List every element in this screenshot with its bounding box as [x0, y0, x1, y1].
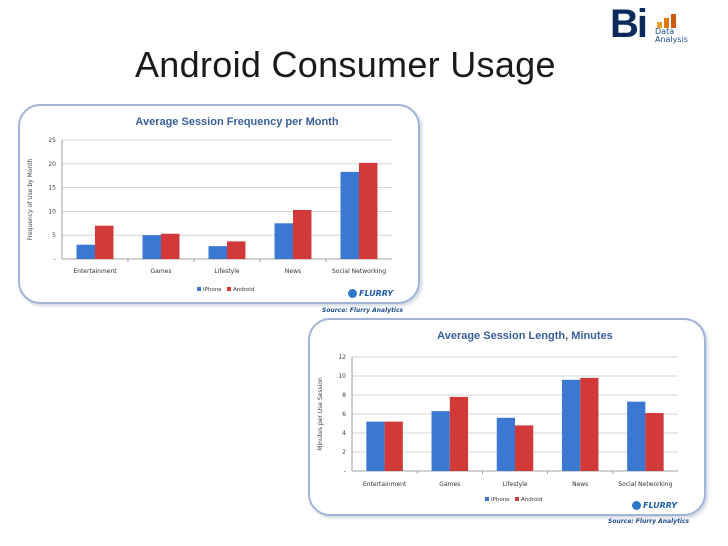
legend-label: Android: [521, 497, 542, 503]
y-tick-label: 12: [338, 354, 346, 361]
chart-title: Average Session Length, Minutes: [437, 330, 613, 342]
y-tick-label: 10: [338, 373, 346, 380]
x-tick-label: Entertainment: [363, 481, 407, 488]
y-tick-label: 8: [342, 392, 346, 399]
logo-bars-icon: [657, 14, 676, 28]
x-tick-label: Entertainment: [73, 268, 117, 275]
logo-text: Data Analysis: [655, 28, 688, 44]
frequency-source: Source: Flurry Analytics: [322, 307, 404, 314]
flurry-brand: FLURRY: [632, 501, 677, 510]
logo-mark: Bi: [610, 2, 648, 46]
bar: [359, 162, 378, 259]
bar: [515, 425, 534, 471]
y-tick-label: 4: [342, 430, 346, 437]
bar: [208, 246, 227, 259]
bar: [645, 413, 664, 471]
flurry-label: FLURRY: [643, 501, 677, 510]
chart-title: Average Session Frequency per Month: [135, 116, 338, 128]
y-tick-label: 6: [342, 411, 346, 418]
bar: [366, 421, 385, 471]
length-chart-panel: Average Session Length, Minutes Minutes p…: [308, 318, 706, 516]
x-tick-label: News: [572, 481, 588, 488]
y-tick-label: 10: [48, 208, 56, 215]
flurry-brand: FLURRY: [348, 289, 393, 298]
bar: [384, 421, 403, 471]
y-axis-label: Frequency of Use by Month: [27, 158, 34, 240]
slide-title: Android Consumer Usage: [135, 44, 556, 85]
frequency-chart: Average Session Frequency per Month Frequ…: [27, 116, 392, 293]
bar: [627, 401, 646, 471]
y-tick-label: 25: [48, 137, 56, 144]
length-source: Source: Flurry Analytics: [608, 518, 690, 525]
x-tick-label: Lifestyle: [214, 268, 240, 275]
x-tick-label: Social Networking: [332, 268, 386, 275]
legend-label: iPhone: [491, 497, 510, 503]
legend-swatch: [485, 497, 489, 501]
flurry-label: FLURRY: [359, 289, 393, 298]
bar: [142, 235, 161, 259]
bar: [274, 223, 293, 259]
y-tick-label: -: [344, 468, 346, 475]
bar: [496, 417, 515, 471]
bar: [76, 244, 95, 259]
y-tick-label: -: [54, 256, 56, 263]
bar: [161, 233, 180, 259]
x-tick-label: Social Networking: [618, 481, 672, 488]
legend-swatch: [227, 287, 231, 291]
bar: [293, 209, 312, 259]
bar: [449, 396, 469, 471]
length-chart: Average Session Length, Minutes Minutes p…: [317, 330, 678, 503]
bar: [227, 241, 246, 259]
y-tick-label: 15: [48, 185, 56, 192]
bar: [340, 171, 359, 259]
y-tick-label: 5: [52, 232, 56, 239]
bar: [431, 411, 450, 471]
logo-line-2: Analysis: [655, 35, 688, 44]
x-tick-label: Lifestyle: [502, 481, 528, 488]
bar: [580, 377, 599, 471]
bi-data-analysis-logo: Bi Data Analysis: [610, 2, 722, 52]
bar: [561, 379, 581, 471]
flurry-icon: [348, 289, 357, 298]
bar: [95, 225, 114, 259]
x-tick-label: Games: [439, 481, 460, 488]
y-tick-label: 2: [342, 449, 346, 456]
legend-swatch: [197, 287, 201, 291]
x-tick-label: News: [285, 268, 301, 275]
legend-swatch: [515, 497, 519, 501]
logo-line-1: Data: [655, 27, 675, 36]
y-axis-label: Minutes per Use Session: [317, 377, 324, 451]
flurry-icon: [632, 501, 641, 510]
frequency-chart-panel: Average Session Frequency per Month Frequ…: [18, 104, 420, 304]
x-tick-label: Games: [151, 268, 172, 275]
legend-label: Android: [233, 287, 254, 293]
y-tick-label: 20: [48, 161, 56, 168]
legend-label: iPhone: [203, 287, 222, 293]
